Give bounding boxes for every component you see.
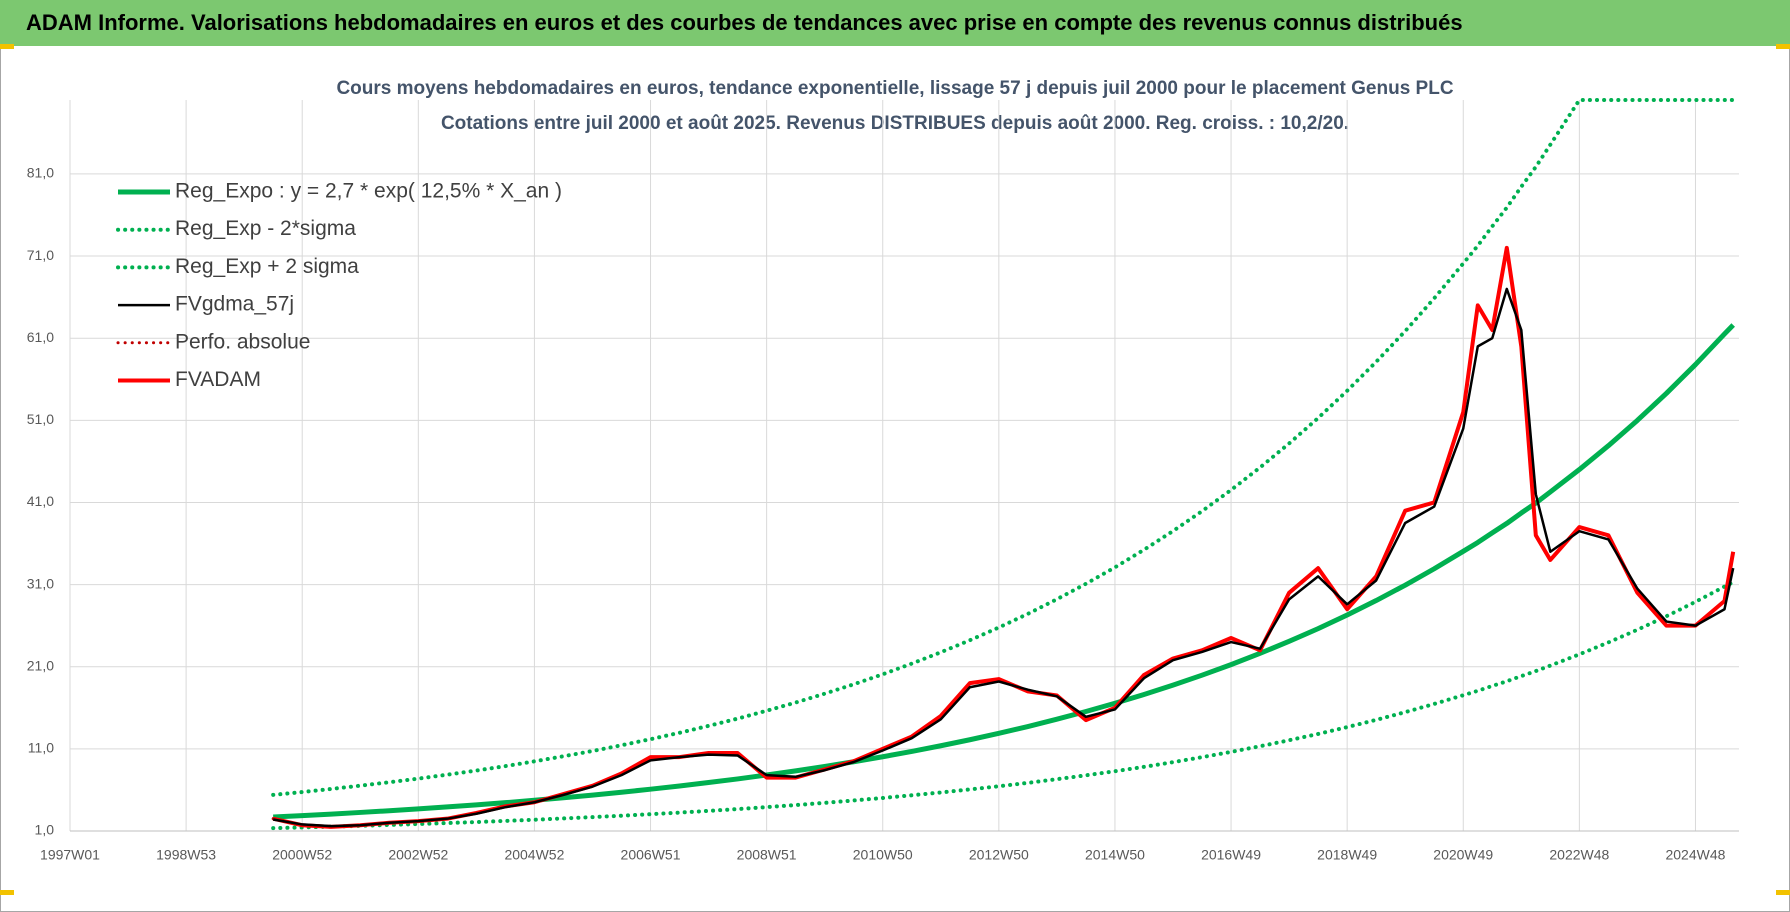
legend-label: Perfo. absolue xyxy=(175,330,310,353)
chart-subtitle: Cotations entre juil 2000 et août 2025. … xyxy=(441,113,1349,134)
x-tick-label: 1998W53 xyxy=(156,847,216,863)
x-tick-label: 2012W50 xyxy=(969,847,1029,863)
grid: 1,0 11,0 21,0 31,0 41,0 51,0 61,0 71,0 81,0 1997W… xyxy=(27,100,1739,863)
y-tick-label: 11,0 xyxy=(28,740,54,756)
chart-subtitle: Cours moyens hebdomadaires en euros, ten… xyxy=(336,78,1453,99)
corner-mark xyxy=(0,44,14,49)
plot-lines xyxy=(271,98,1736,831)
y-tick-label: 1,0 xyxy=(35,822,55,838)
x-tick-label: 2006W51 xyxy=(621,847,681,863)
x-tick-label: 2018W49 xyxy=(1317,847,1377,863)
y-tick-label: 41,0 xyxy=(27,493,54,509)
y-tick-label: 71,0 xyxy=(27,247,54,263)
x-tick-label: 1997W01 xyxy=(40,847,100,863)
legend-label: Reg_Expo : y = 2,7 * exp( 12,5% * X_an ) xyxy=(175,180,562,203)
corner-mark xyxy=(1776,890,1790,895)
y-tick-label: 31,0 xyxy=(27,575,54,591)
legend-label: Reg_Exp + 2 sigma xyxy=(175,255,359,278)
header-bar xyxy=(0,0,1790,46)
x-tick-label: 2002W52 xyxy=(388,847,448,863)
x-tick-label: 2004W52 xyxy=(504,847,564,863)
x-tick-label: 2016W49 xyxy=(1201,847,1261,863)
x-tick-label: 2008W51 xyxy=(737,847,797,863)
y-tick-label: 81,0 xyxy=(27,165,54,181)
series-line xyxy=(271,580,1736,831)
x-tick-label: 2010W50 xyxy=(853,847,913,863)
x-tick-label: 2024W48 xyxy=(1665,847,1725,863)
legend-label: FVgdma_57j xyxy=(175,293,294,316)
corner-mark xyxy=(0,890,14,895)
y-tick-label: 61,0 xyxy=(27,329,54,345)
x-tick-label: 2000W52 xyxy=(272,847,332,863)
y-tick-label: 21,0 xyxy=(27,657,54,673)
page-title: ADAM Informe. Valorisations hebdomadaire… xyxy=(26,10,1463,35)
x-tick-label: 2022W48 xyxy=(1549,847,1609,863)
x-tick-label: 2020W49 xyxy=(1433,847,1493,863)
legend-label: FVADAM xyxy=(175,368,261,391)
y-tick-label: 51,0 xyxy=(27,411,54,427)
series-line xyxy=(272,287,1735,828)
corner-mark xyxy=(1776,44,1790,49)
x-tick-label: 2014W50 xyxy=(1085,847,1145,863)
legend: Reg_Expo : y = 2,7 * exp( 12,5% * X_an )… xyxy=(116,180,562,391)
series-line xyxy=(271,98,1736,797)
legend-label: Reg_Exp - 2*sigma xyxy=(175,217,356,240)
